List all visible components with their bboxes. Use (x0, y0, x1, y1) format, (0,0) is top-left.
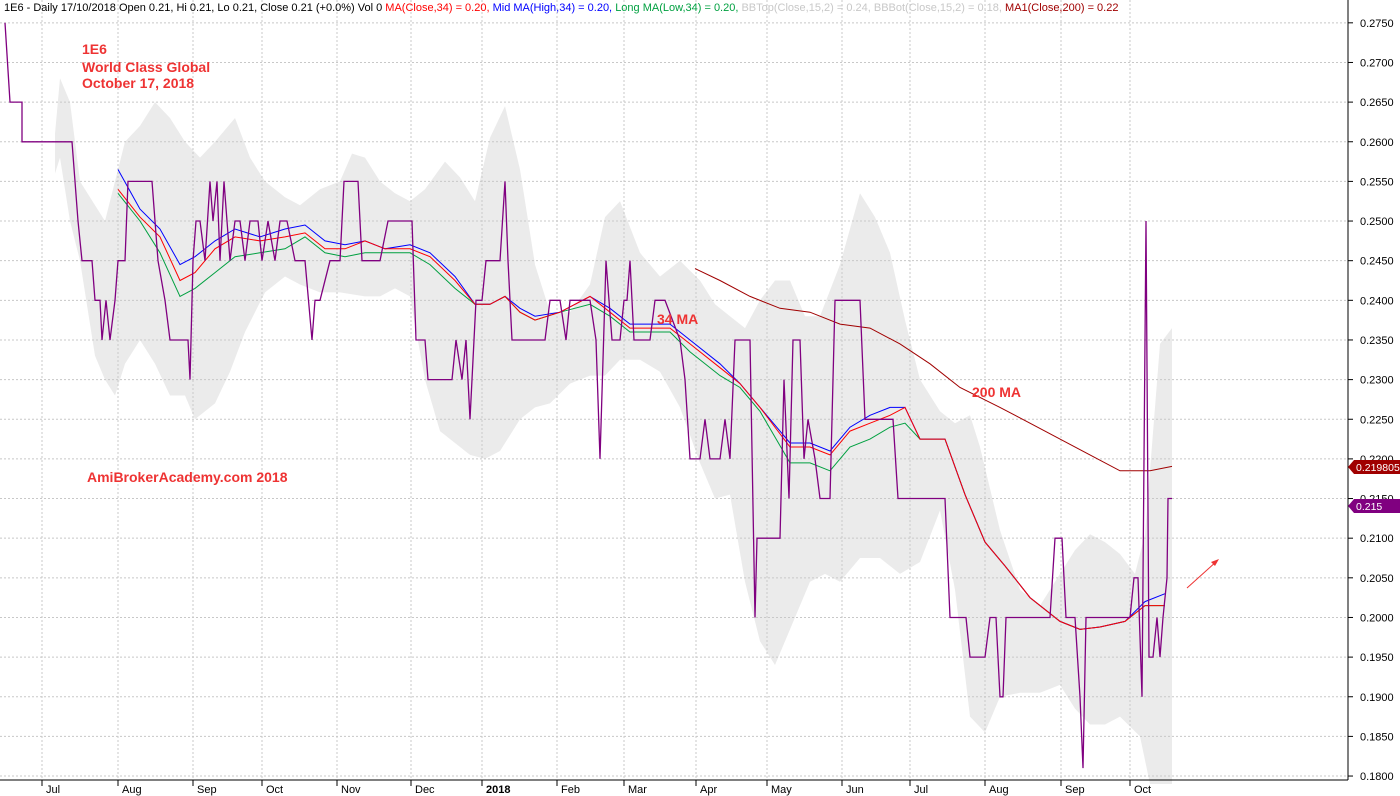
bollinger-band-layer (55, 78, 1172, 785)
x-tick-label: 2018 (486, 784, 510, 796)
y-tick-label: 0.2050 (1360, 573, 1394, 585)
annotation-company: World Class Global (82, 59, 210, 75)
y-tick-label: 0.2650 (1360, 97, 1394, 109)
x-tick-label: Sep (197, 784, 217, 796)
label-34-ma: 34 MA (657, 311, 698, 327)
x-tick-label: Aug (122, 784, 142, 796)
x-tick-label: Jun (846, 784, 864, 796)
x-tick-label: Aug (989, 784, 1009, 796)
y-tick-label: 0.2450 (1360, 256, 1394, 268)
annotation-ticker: 1E6 (82, 41, 107, 57)
grid-layer (0, 0, 1348, 780)
series-layer (4, 22, 1173, 769)
y-tick-label: 0.2600 (1360, 137, 1394, 149)
y-tick-label: 0.2400 (1360, 295, 1394, 307)
y-tick-label: 0.2100 (1360, 533, 1394, 545)
y-tick-label: 0.1950 (1360, 652, 1394, 664)
axis-layer: 0.1800 0.1850 0.1900 0.1950 0.2000 0.2050 0.21… (41, 18, 1394, 796)
header-bbtop: BBTop(Close,15,2) = 0.24, (741, 2, 873, 14)
bollinger-band-area (55, 78, 1172, 785)
series-line-ma200 (694, 268, 1173, 472)
chart-header: 1E6 - Daily 17/10/2018 Open 0.21, Hi 0.2… (4, 2, 1118, 14)
header-ohlc: - Daily 17/10/2018 Open 0.21, Hi 0.21, L… (24, 2, 386, 14)
ma200-price-tag: 0.219805 (1348, 460, 1400, 474)
x-tick-label: Apr (700, 784, 717, 796)
header-ma34: MA(Close,34) = 0.20, (385, 2, 492, 14)
trend-arrow-icon (1186, 559, 1219, 589)
x-tick-label: Feb (561, 784, 580, 796)
y-tick-label: 0.2500 (1360, 216, 1394, 228)
close-price-tag-text: 0.215 (1356, 501, 1382, 513)
annotation-date: October 17, 2018 (82, 75, 194, 91)
x-tick-label: Dec (415, 784, 435, 796)
header-mid-ma: Mid MA(High,34) = 0.20, (493, 2, 616, 14)
y-tick-label: 0.2000 (1360, 612, 1394, 624)
close-price-tag: 0.215 (1348, 499, 1400, 513)
x-tick-label: Nov (341, 784, 361, 796)
x-tick-label: Jul (914, 784, 928, 796)
x-tick-label: Oct (266, 784, 283, 796)
y-tick-label: 0.2550 (1360, 176, 1394, 188)
x-tick-label: May (771, 784, 792, 796)
header-bbbot: BBBot(Close,15,2) = 0.18, (874, 2, 1005, 14)
header-long-ma: Long MA(Low,34) = 0.20, (615, 2, 741, 14)
header-ma200: MA1(Close,200) = 0.22 (1005, 2, 1118, 14)
y-tick-label: 0.1900 (1360, 692, 1394, 704)
x-tick-label: Mar (628, 784, 647, 796)
series-line-ma34 (117, 188, 1165, 630)
x-tick-label: Jul (46, 784, 60, 796)
y-tick-label: 0.2300 (1360, 375, 1394, 387)
x-tick-label: Oct (1134, 784, 1151, 796)
ma200-price-tag-text: 0.219805 (1356, 462, 1400, 474)
watermark-text: AmiBrokerAcademy.com 2018 (87, 469, 288, 485)
y-tick-label: 0.2350 (1360, 335, 1394, 347)
y-tick-label: 0.2750 (1360, 18, 1394, 30)
y-tick-label: 0.1850 (1360, 731, 1394, 743)
header-ticker: 1E6 (4, 2, 24, 14)
y-tick-label: 0.1800 (1360, 771, 1394, 783)
series-line-price (4, 22, 1172, 769)
y-tick-label: 0.2250 (1360, 414, 1394, 426)
x-tick-label: Sep (1065, 784, 1085, 796)
y-tick-label: 0.2700 (1360, 57, 1394, 69)
label-200-ma: 200 MA (972, 384, 1021, 400)
